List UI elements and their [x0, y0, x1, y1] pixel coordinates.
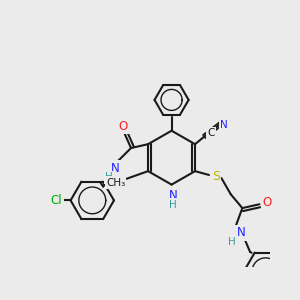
- Text: N: N: [111, 162, 120, 175]
- Text: H: H: [169, 200, 177, 210]
- Text: H: H: [106, 172, 113, 182]
- Text: C: C: [207, 128, 214, 138]
- Text: O: O: [262, 196, 272, 209]
- Text: N: N: [169, 189, 178, 202]
- Text: CH₃: CH₃: [106, 178, 125, 188]
- Text: O: O: [119, 120, 128, 133]
- Text: N: N: [220, 120, 228, 130]
- Text: Cl: Cl: [51, 194, 62, 207]
- Text: S: S: [212, 170, 220, 183]
- Text: N: N: [236, 226, 245, 239]
- Text: H: H: [228, 237, 236, 247]
